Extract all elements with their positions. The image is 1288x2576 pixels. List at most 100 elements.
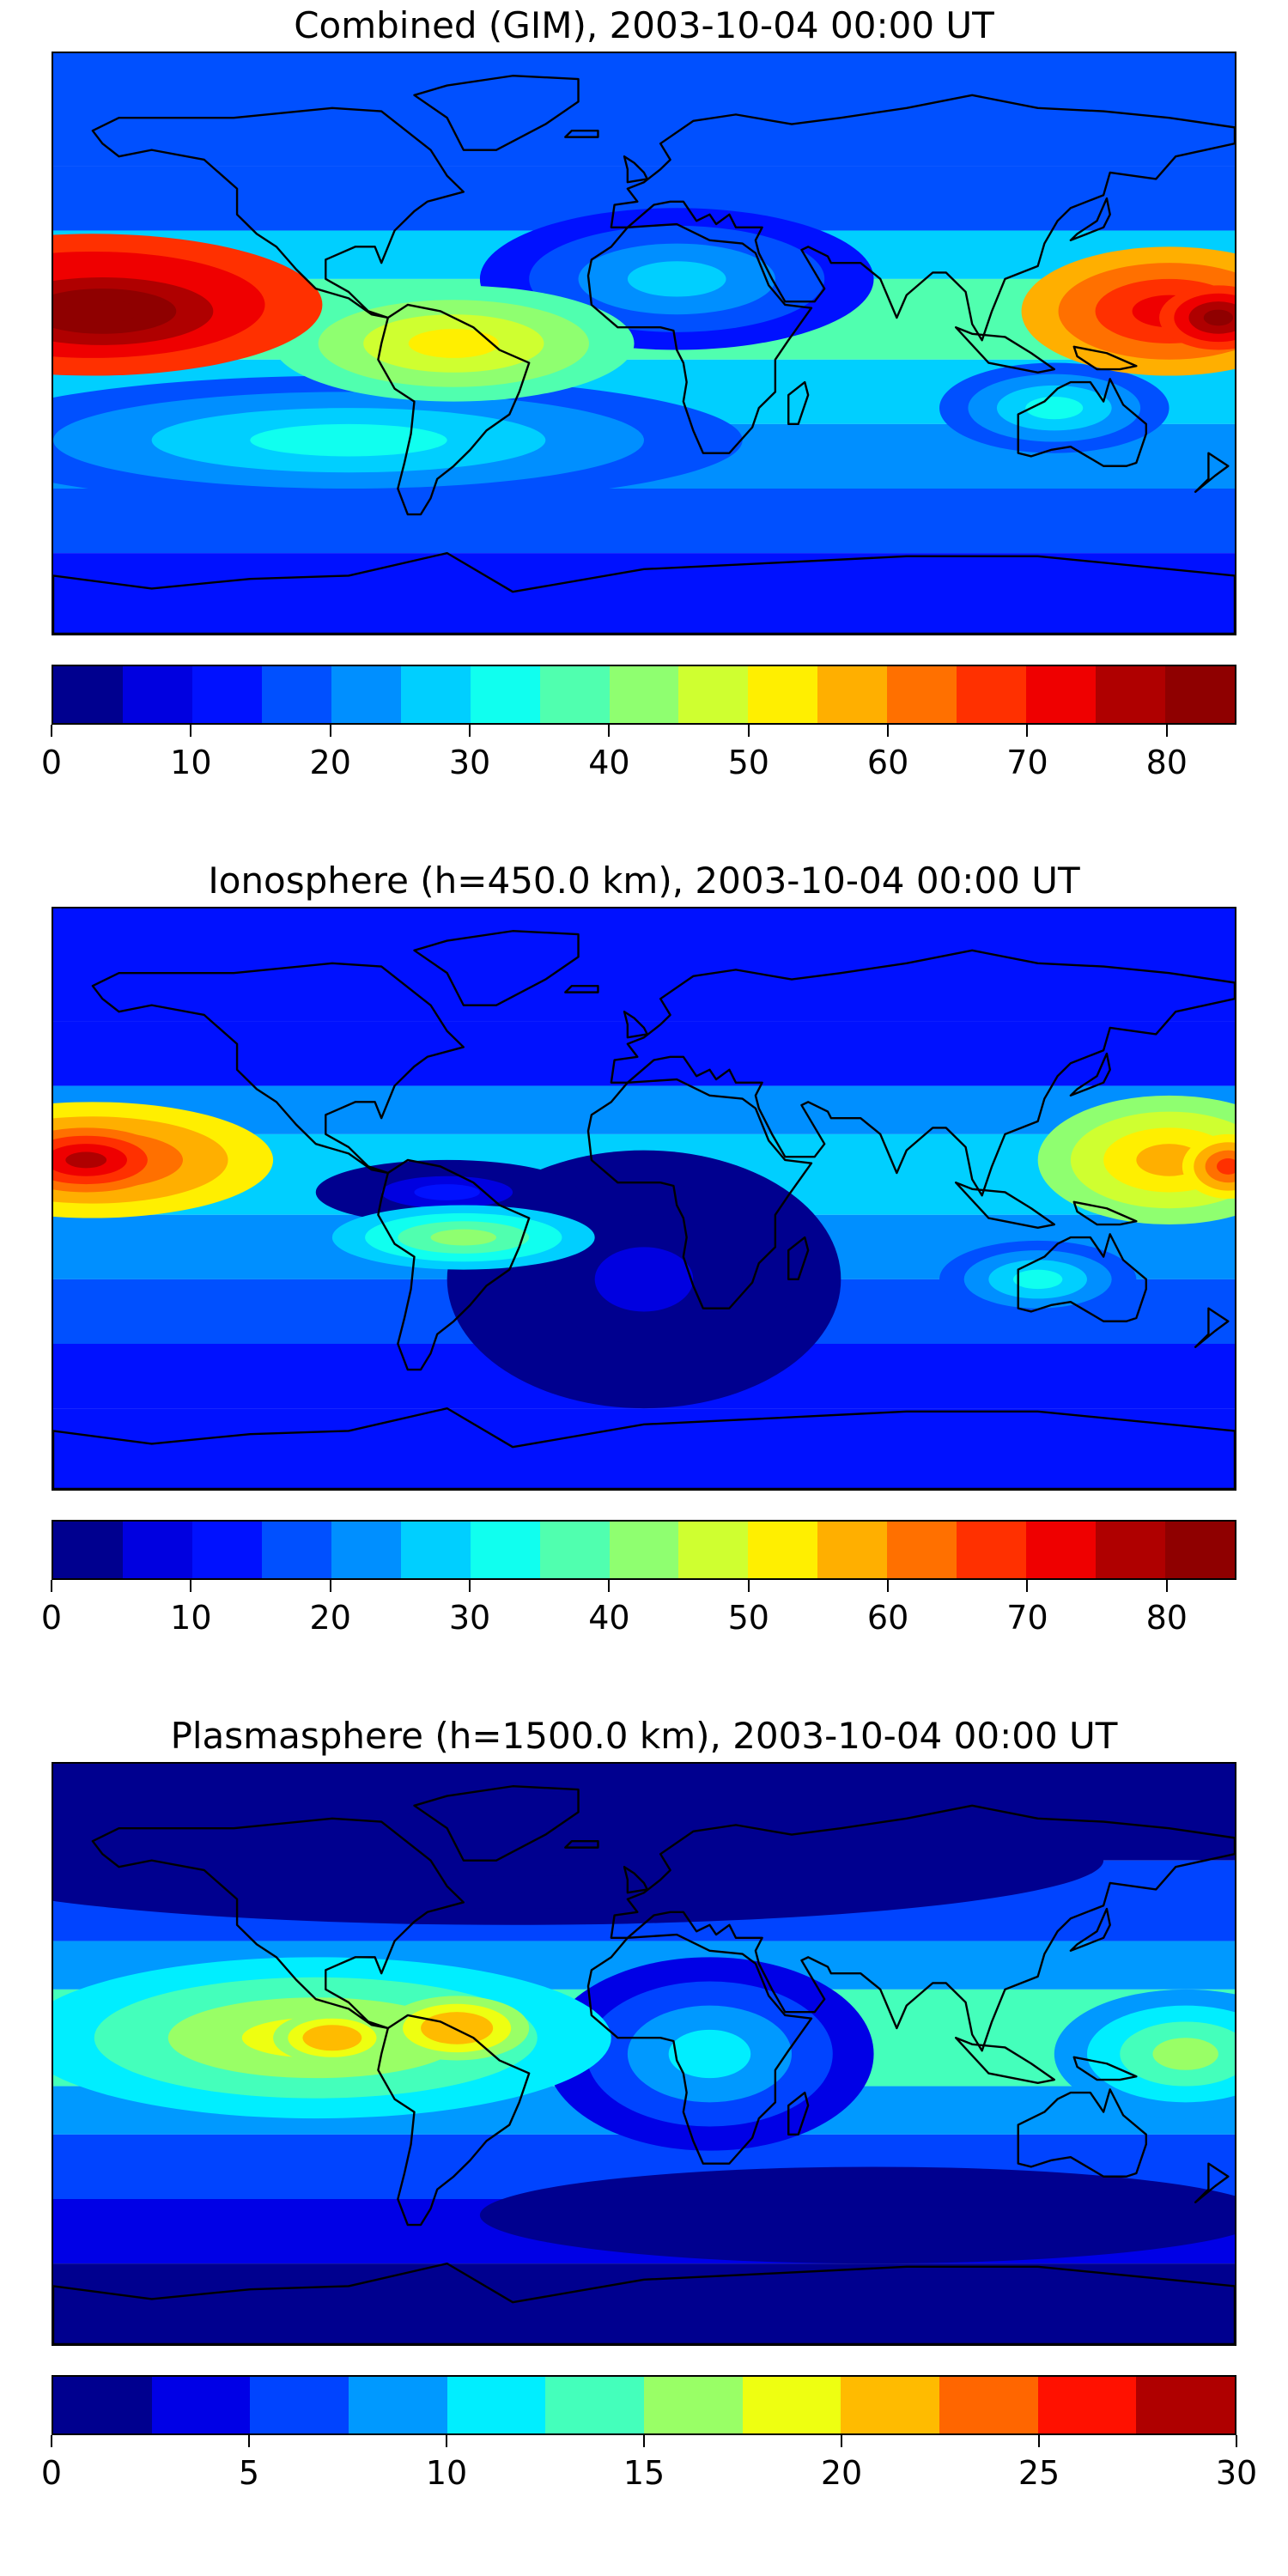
colorbar-segment [539,1522,610,1578]
colorbar-tick [329,1580,331,1592]
tec-map [52,907,1236,1491]
colorbar-tick [51,2435,52,2447]
tec-map [52,1762,1236,2346]
coastline-africa [586,222,813,454]
colorbar-segment [545,2377,645,2433]
colorbar-tick-label: 40 [588,1599,630,1637]
coastline-north-america [91,106,465,319]
colorbar-segment [1096,1522,1165,1578]
tec-contour [430,1229,496,1246]
colorbar-segment [122,666,192,723]
tec-band [53,1408,1235,1489]
map-svg [53,53,1235,634]
coastline-britain [623,1865,648,1894]
colorbar-tick-label: 20 [309,1599,351,1637]
coastline-antarctica [53,551,1235,634]
colorbar-segment [644,2377,743,2433]
colorbar-tick [608,1580,611,1592]
colorbar-tick-label: 70 [1006,744,1048,781]
tec-contour [1025,396,1084,420]
colorbar-tick [329,725,331,737]
coastline-madagascar [787,380,810,426]
colorbar-tick [1165,1580,1168,1592]
tec-contour [317,2031,348,2044]
colorbar-segment [331,1522,401,1578]
coastline-south-america [377,2014,531,2227]
tec-contour [668,2029,751,2079]
coastline-greenland [413,75,580,151]
colorbar-tick [446,2435,447,2447]
colorbar-tick-label: 50 [727,744,769,781]
colorbar-tick-label: 30 [1215,2454,1258,2492]
colorbar-segment [261,666,331,723]
tec-contour [250,423,447,457]
coastline-eurasia [610,94,1235,342]
coastline-new-guinea [1072,1200,1138,1226]
colorbar-segment [939,2377,1038,2433]
colorbar-segment [349,2377,447,2433]
colorbar-tick [1026,1580,1029,1592]
colorbar-tick [190,725,192,737]
colorbar-segment [748,1522,818,1578]
tec-contour [414,1184,480,1200]
colorbar-tick [51,1580,52,1592]
tec-band [53,1085,1235,1134]
coastline-japan [1069,197,1111,242]
colorbar-tick [608,725,611,737]
colorbar-segment [957,666,1027,723]
tec-contour [1203,309,1234,326]
colorbar-tick [190,1580,192,1592]
colorbar-tick [747,1580,750,1592]
coastline-north-america [91,1817,465,2030]
colorbar-segment [609,666,679,723]
colorbar-tick-label: 5 [238,2454,260,2492]
coastline-south-america [377,303,531,516]
colorbar-tick-label: 10 [170,1599,212,1637]
colorbar-tick [643,2435,645,2447]
coastline-antarctica [53,1406,1235,1489]
colorbar-tick [1236,2435,1237,2447]
colorbar-segment [1165,1522,1235,1578]
panel-title: Plasmasphere (h=1500.0 km), 2003-10-04 0… [170,1715,1118,1757]
coastline-australia [1017,2088,1147,2178]
colorbar-tick-label: 0 [40,2454,63,2492]
tec-contour [1216,1158,1235,1175]
colorbar-segment [1026,666,1097,723]
colorbar-segment [191,1522,262,1578]
colorbar-tick [747,725,750,737]
colorbar-tick-label: 70 [1006,1599,1048,1637]
colorbar-tick-label: 30 [448,1599,491,1637]
coastline-africa [586,1933,813,2165]
colorbar [52,1520,1236,1580]
colorbar-tick [1026,725,1029,737]
colorbar-ticks: 0 10 20 30 40 50 60 70 80 [41,725,1236,781]
coastline-japan [1069,1052,1111,1097]
coastline-new-zealand [1194,452,1230,493]
coastline-new-guinea [1072,345,1138,371]
colorbar-segment [53,2377,152,2433]
colorbar-segment [261,1522,331,1578]
colorbar-tick [1038,2435,1040,2447]
colorbar-segment [53,666,123,723]
coastline-iceland [564,984,599,993]
colorbar-segment [887,1522,957,1578]
colorbar-segment [609,1522,679,1578]
coastline-africa [586,1078,813,1309]
colorbar-segment [748,666,818,723]
tec-band [53,908,1235,1022]
tec-contour [439,2020,476,2037]
colorbar-tick-label: 80 [1145,744,1188,781]
colorbar-segment [817,666,888,723]
map-svg [53,908,1235,1489]
coastline-north-america [91,962,465,1175]
colorbar-segment [539,666,610,723]
colorbar-tick-label: 50 [727,1599,769,1637]
tec-contour [65,300,140,323]
tec-contour [594,1247,694,1312]
colorbar-segment [742,2377,841,2433]
colorbar-tick-label: 60 [866,1599,909,1637]
colorbar-tick [51,725,52,737]
colorbar-tick-label: 40 [588,744,630,781]
coastline-australia [1017,378,1147,467]
colorbar-segment [331,666,401,723]
